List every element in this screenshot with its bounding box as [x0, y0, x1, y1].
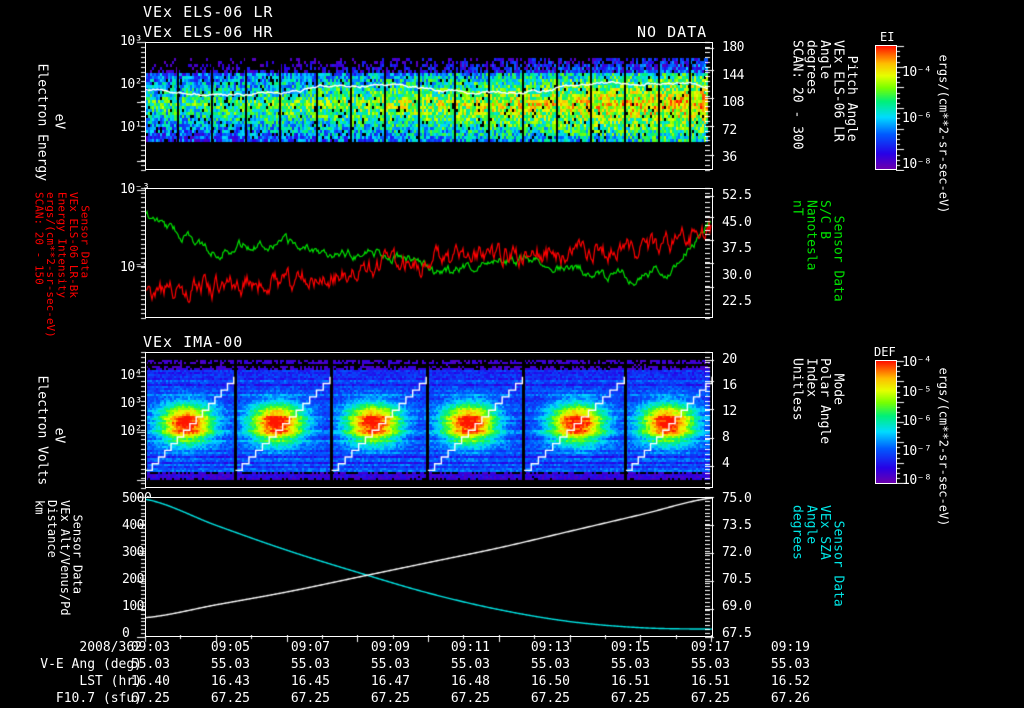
- footer-cell: 16.50: [530, 674, 570, 689]
- panel1-title-hr: VEx ELS-06 HR: [143, 23, 274, 41]
- footer-cell: 09:19: [770, 640, 810, 655]
- footer-cell: 16.45: [290, 674, 330, 689]
- colorbar-tick-marks: [896, 360, 906, 484]
- colorbar2-gradient: [875, 360, 897, 484]
- footer-cell: 16.52: [770, 674, 810, 689]
- x-axis-ticks: [140, 635, 740, 651]
- footer-cell: 16.51: [690, 674, 730, 689]
- tick-label: 10⁻⁴: [902, 65, 932, 80]
- panel1-spectrogram[interactable]: [145, 42, 713, 170]
- footer-cell: 55.03: [450, 657, 490, 672]
- tick-label: 10⁻⁶: [902, 414, 932, 429]
- footer-cell: 55.03: [290, 657, 330, 672]
- panel3-title: VEx IMA-00: [143, 333, 244, 351]
- footer-cell: 55.03: [210, 657, 250, 672]
- footer-cell: 16.40: [130, 674, 170, 689]
- panel3-left-axis-label: Electron Volts: [34, 375, 50, 486]
- panel3-left-axis-units: eV: [51, 427, 67, 444]
- tick-label: 10⁻⁷: [902, 443, 932, 459]
- footer-cell: 67.25: [210, 691, 250, 706]
- panel2-left-label: Sensor Data VEx ELS-06 LR-Bk Energy Inte…: [32, 192, 92, 338]
- panel2-timeseries[interactable]: [145, 188, 713, 318]
- footer-row-label: V-E Ang (deg): [40, 657, 142, 672]
- panel4-left-axis-ticks: [122, 489, 146, 689]
- panel3-right-label: Mode Polar Angle Index Unitless: [789, 358, 846, 445]
- footer-cell: 67.25: [450, 691, 490, 706]
- footer-cell: 67.25: [690, 691, 730, 706]
- panel1-no-data-label: NO DATA: [637, 23, 708, 41]
- colorbar1-name: EI: [880, 30, 895, 44]
- footer-cell: 55.03: [690, 657, 730, 672]
- footer-cell: 67.25: [610, 691, 650, 706]
- footer-row-label: 2008/362: [79, 640, 142, 655]
- tick-label: 10⁻⁸: [902, 473, 932, 488]
- colorbar1-gradient: [875, 45, 897, 170]
- footer-cell: 16.51: [610, 674, 650, 689]
- panel1-title-lr: VEx ELS-06 LR: [143, 3, 274, 21]
- panel4-left-label: Sensor Data VEx Alt/Venus/Pd Distance km: [32, 500, 85, 616]
- footer-cell: 67.25: [370, 691, 410, 706]
- panel4-right-label: Sensor Data VEx SZA Angle degrees: [789, 505, 846, 607]
- footer-cell: 67.25: [130, 691, 170, 706]
- footer-row-label: F10.7 (sfu): [55, 691, 142, 706]
- footer-cell: 16.43: [210, 674, 250, 689]
- panel4-timeseries[interactable]: [145, 497, 713, 637]
- footer-cell: 55.03: [370, 657, 410, 672]
- footer-cell: 55.03: [610, 657, 650, 672]
- panel1-left-axis-units: eV: [51, 113, 67, 130]
- footer-cell: 55.03: [770, 657, 810, 672]
- tick-label: 10⁻⁶: [902, 111, 932, 126]
- footer-cell: 55.03: [130, 657, 170, 672]
- panel4-axis-ticks: [705, 489, 785, 689]
- tick-label: 10⁻⁵: [902, 384, 932, 400]
- panel2-right-label: Sensor Data S/C B Nanotesla nT: [789, 200, 846, 302]
- footer-cell: 16.47: [370, 674, 410, 689]
- panel1-left-axis-label: Electron Energy: [34, 63, 50, 182]
- tick-label: 10⁻⁸: [902, 157, 932, 172]
- footer-cell: 67.25: [290, 691, 330, 706]
- colorbar2-units: ergs/(cm**2-sr-sec-eV): [936, 367, 951, 527]
- footer-cell: 55.03: [530, 657, 570, 672]
- tick-label: 10⁻⁴: [902, 355, 932, 370]
- colorbar2-name: DEF: [874, 345, 896, 359]
- footer-cell: 67.25: [530, 691, 570, 706]
- footer-cell: 67.26: [770, 691, 810, 706]
- panel3-spectrogram[interactable]: [145, 352, 713, 488]
- footer-row-label: LST (hr): [79, 674, 142, 689]
- footer-cell: 16.48: [450, 674, 490, 689]
- panel1-right-label: Pitch Angle VEx ELS-06 LR Angle degrees …: [789, 40, 860, 150]
- colorbar-tick-marks: [896, 45, 906, 171]
- colorbar1-units: ergs/(cm**2-sr-sec-eV): [936, 54, 951, 214]
